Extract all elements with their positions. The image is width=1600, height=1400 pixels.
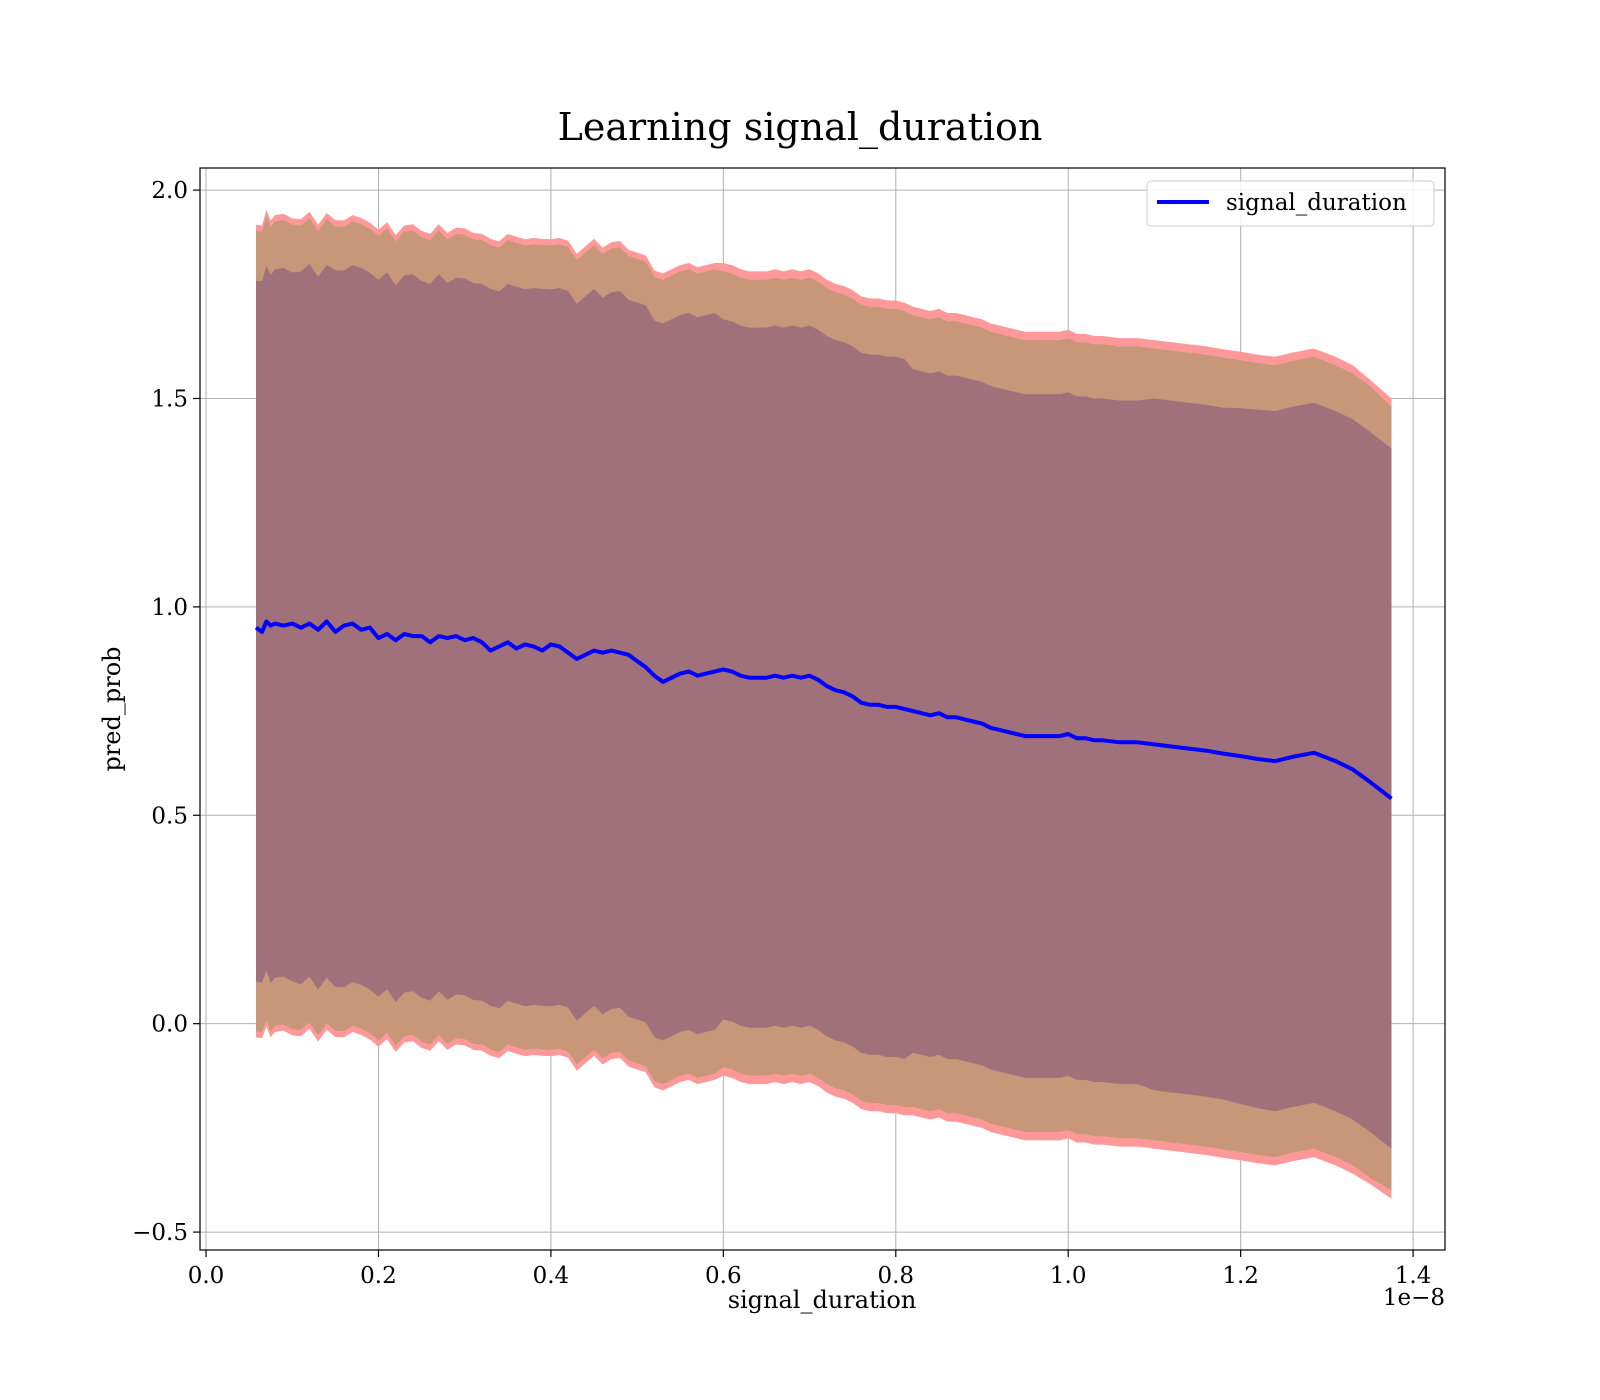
series-line-signal-duration (254, 619, 1393, 801)
inner-band (256, 263, 1392, 1149)
series-lines (254, 619, 1393, 801)
y-tick-label: 2.0 (151, 178, 188, 204)
x-tick-label: 1.0 (1050, 1263, 1087, 1289)
x-tick-label: 0.6 (705, 1263, 742, 1289)
x-tick-label: 1.4 (1395, 1263, 1432, 1289)
y-axis-label: pred_prob (98, 646, 126, 771)
confidence-bands (256, 209, 1392, 1199)
y-tick-label: 0.0 (151, 1012, 188, 1038)
y-tick-label: 0.5 (151, 803, 188, 829)
chart-title: Learning signal_duration (558, 105, 1043, 150)
legend-box (1146, 180, 1435, 227)
y-axis-ticks: −0.5 0.0 0.5 1.0 1.5 2.0 (132, 178, 200, 1246)
x-axis-label: signal_duration (728, 1286, 917, 1314)
x-axis-ticks: 0.0 0.2 0.4 0.6 0.8 1.0 1.2 1.4 (188, 1250, 1432, 1289)
x-axis-offset-label: 1e−8 (1383, 1285, 1445, 1311)
legend: signal_duration (1146, 180, 1435, 227)
y-tick-label: 1.0 (151, 595, 188, 621)
legend-entry-signal-duration: signal_duration (1226, 190, 1407, 216)
plot-frame (199, 167, 1446, 1251)
x-tick-label: 0.0 (188, 1263, 225, 1289)
x-tick-label: 0.8 (877, 1263, 914, 1289)
y-tick-label: −0.5 (132, 1220, 188, 1246)
x-tick-label: 0.4 (533, 1263, 570, 1289)
y-tick-label: 1.5 (151, 386, 188, 412)
x-tick-label: 1.2 (1222, 1263, 1259, 1289)
x-tick-label: 0.2 (360, 1263, 397, 1289)
